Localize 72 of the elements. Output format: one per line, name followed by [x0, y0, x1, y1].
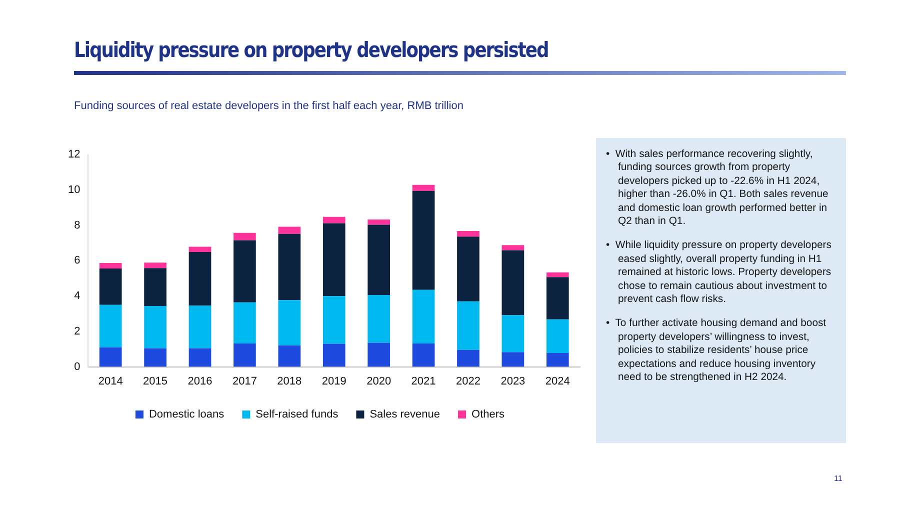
- x-tick-label: 2020: [366, 375, 392, 388]
- text: • To further activate housing demand and boost property developers’ willingness to invest, policies to stabilize residents’ house price expectations and reduce housing inventory need to be strengthened in H2 2024.: [606, 317, 828, 384]
- x-tick-label: 2019: [322, 375, 346, 388]
- bar: [322, 216, 346, 224]
- bar: [234, 232, 256, 240]
- bar: [144, 348, 166, 367]
- x-tick-label: 2014: [98, 375, 123, 388]
- bar: [322, 223, 346, 296]
- y-tick-label: 6: [74, 254, 80, 267]
- bar: [278, 300, 301, 346]
- bar: [322, 344, 346, 367]
- bar: [368, 295, 390, 343]
- y-tick-label: 2: [74, 325, 80, 338]
- bar: [368, 220, 390, 225]
- bar: [234, 343, 256, 367]
- x-tick-label: 2024: [545, 375, 570, 388]
- bar: [188, 252, 212, 306]
- x-tick-label: 2023: [500, 375, 526, 388]
- bar: [322, 296, 346, 344]
- y-tick-label: 8: [74, 219, 80, 232]
- bar: [234, 302, 256, 344]
- bar: [188, 306, 212, 348]
- bar: [502, 245, 524, 250]
- chart-title: Liquidity pressure on property developers persisted: [74, 38, 548, 62]
- bar: [457, 236, 480, 302]
- bar: [188, 246, 212, 252]
- bar: [368, 342, 390, 367]
- bar: [234, 240, 256, 302]
- bar: [278, 226, 301, 234]
- bar: [368, 224, 390, 296]
- legend-label: Self-raised funds: [256, 408, 339, 421]
- bar: [188, 348, 212, 367]
- bar: [99, 347, 122, 367]
- x-tick-label: 2017: [232, 375, 257, 388]
- bar: [144, 262, 166, 268]
- x-tick-label: 2022: [456, 375, 480, 388]
- y-tick-label: 0: [74, 360, 80, 373]
- bar: [457, 350, 480, 367]
- bar: [412, 184, 435, 191]
- bar: [546, 272, 569, 278]
- bar: [278, 234, 301, 300]
- legend-label: Domestic loans: [148, 408, 225, 421]
- bar: [99, 304, 122, 348]
- bar: [502, 315, 524, 352]
- x-tick-label: 2016: [188, 375, 212, 388]
- legend-label: Sales revenue: [370, 408, 440, 421]
- bar: [457, 301, 480, 350]
- bar: [502, 250, 524, 316]
- bar: [546, 277, 569, 320]
- bar: [144, 306, 166, 348]
- bar: [144, 268, 166, 306]
- y-tick-label: 4: [74, 290, 80, 302]
- bar: [457, 230, 480, 237]
- bar: [99, 268, 122, 305]
- bar: [99, 263, 122, 268]
- y-tick-label: 10: [68, 184, 80, 196]
- text: • While liquidity pressure on property developers eased slightly, overall property funding in H1 remained at historic lows. Property developers chose to remain cautious about investment to prevent cash flow risks.: [606, 239, 832, 306]
- x-tick-label: 2018: [277, 375, 302, 388]
- y-tick-label: 12: [68, 148, 80, 161]
- bar: [546, 353, 569, 367]
- text: 11: [834, 474, 842, 483]
- x-tick-label: 2021: [411, 375, 436, 388]
- bar: [412, 290, 435, 344]
- chart-subtitle: Funding sources of real estate developers in the first half each year, RMB trillion: [74, 100, 464, 112]
- bar: [278, 345, 301, 367]
- bar: [546, 319, 569, 354]
- x-tick-label: 2015: [143, 375, 168, 388]
- bar: [412, 190, 435, 290]
- text: • With sales performance recovering slightly, funding sources growth from property developers picked up to -22.6% in H1 2024, higher than -26.0% in Q1. Both sales revenue and domestic loan growth performed better in Q2 than in Q1.: [606, 148, 830, 228]
- legend-label: Others: [472, 408, 506, 421]
- bar: [412, 343, 435, 367]
- bar: [502, 352, 524, 367]
